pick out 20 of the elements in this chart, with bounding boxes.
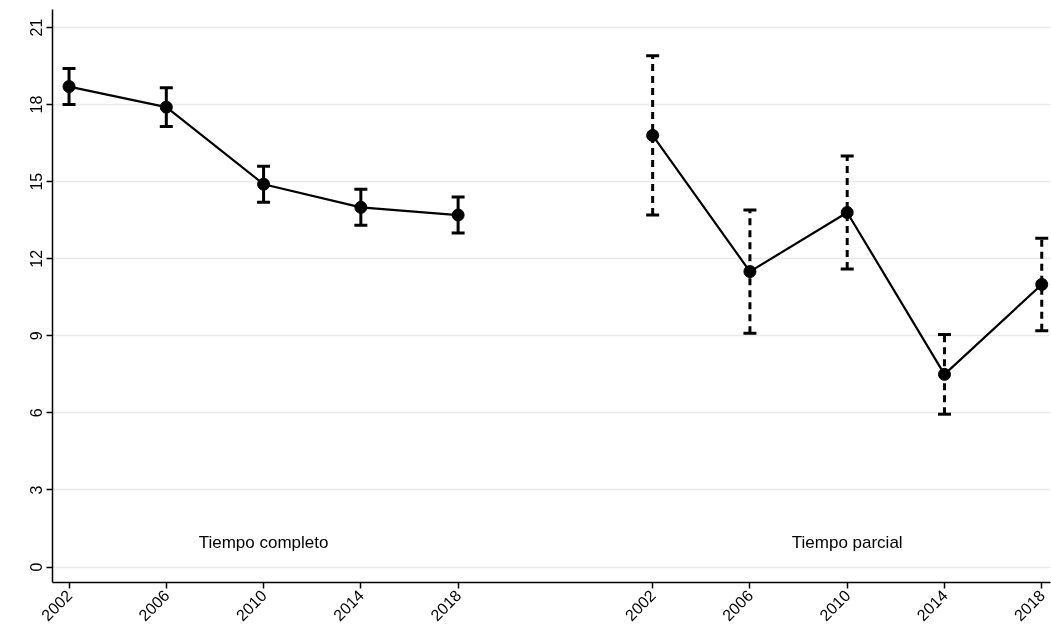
point (159, 100, 173, 114)
y-tick-label: 9 (28, 331, 46, 341)
y-tick-label: 0 (28, 562, 46, 572)
annotation: Tiempo parcial (791, 532, 903, 552)
annotation: Tiempo completo (198, 532, 329, 552)
point (354, 200, 368, 214)
y-tick-label: 18 (28, 95, 46, 114)
y-tick-label: 3 (28, 485, 46, 495)
point (451, 208, 465, 222)
point (1035, 277, 1049, 291)
point (257, 177, 271, 191)
point (937, 367, 951, 381)
point (62, 80, 76, 94)
point (840, 206, 854, 219)
y-tick-label: 12 (28, 249, 46, 268)
y-tick-label: 6 (28, 408, 46, 418)
y-tick-label: 21 (28, 18, 46, 37)
point (646, 128, 660, 142)
y-tick-label: 15 (28, 172, 46, 191)
point (743, 265, 757, 279)
